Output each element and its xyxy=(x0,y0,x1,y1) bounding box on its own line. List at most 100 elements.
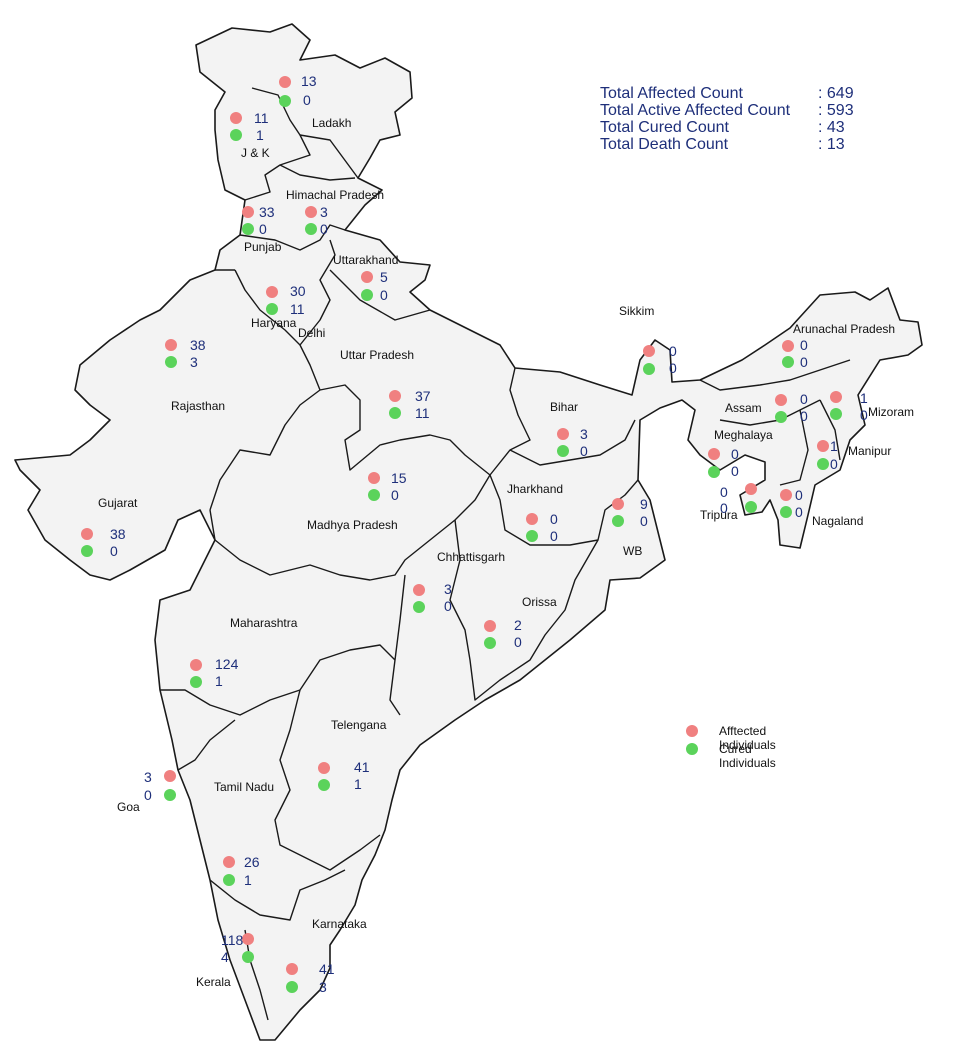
state-label-assam: Assam xyxy=(725,401,762,415)
cured-marker xyxy=(266,303,278,315)
total-affected-label: Total Affected Count xyxy=(600,85,743,102)
affected-marker xyxy=(318,762,330,774)
affected-marker xyxy=(361,271,373,283)
affected-marker xyxy=(242,933,254,945)
cured-count: 0 xyxy=(640,513,648,529)
affected-count: 37 xyxy=(415,388,431,404)
border-kerala xyxy=(244,929,269,1021)
state-label-orissa: Orissa xyxy=(522,595,557,609)
cured-marker xyxy=(817,458,829,470)
cured-count: 1 xyxy=(244,872,252,888)
affected-count: 1 xyxy=(860,390,868,406)
state-label-chhattisgarh: Chhattisgarh xyxy=(437,550,506,564)
total-cured-label: Total Cured Count xyxy=(600,119,729,136)
affected-count: 0 xyxy=(550,511,558,527)
affected-count: 0 xyxy=(800,391,808,407)
affected-marker xyxy=(223,856,235,868)
border-maharashtra-south xyxy=(160,644,396,716)
total-affected-value: : 649 xyxy=(818,85,854,102)
affected-marker xyxy=(279,76,291,88)
affected-marker xyxy=(780,489,792,501)
affected-count: 0 xyxy=(720,484,728,500)
cured-marker xyxy=(775,411,787,423)
legend-cured-label: Cured Individuals xyxy=(719,742,776,770)
cured-marker xyxy=(526,530,538,542)
state-label-tripura: Tripura xyxy=(700,508,738,522)
affected-count: 13 xyxy=(301,73,317,89)
cured-marker xyxy=(708,466,720,478)
cured-marker xyxy=(830,408,842,420)
cured-count: 0 xyxy=(669,360,677,376)
cured-count: 11 xyxy=(290,301,305,317)
affected-marker xyxy=(230,112,242,124)
affected-count: 2 xyxy=(514,617,522,633)
mainland-outline xyxy=(14,23,923,1041)
total-death-label: Total Death Count xyxy=(600,136,729,153)
state-label-rajasthan: Rajasthan xyxy=(171,399,226,413)
affected-marker xyxy=(708,448,720,460)
cured-count: 0 xyxy=(830,456,838,472)
cured-marker xyxy=(643,363,655,375)
cured-count: 0 xyxy=(731,463,739,479)
cured-count: 0 xyxy=(303,92,311,108)
affected-marker xyxy=(413,584,425,596)
cured-marker xyxy=(318,779,330,791)
state-label-madhya-pradesh: Madhya Pradesh xyxy=(307,518,398,532)
cured-count: 0 xyxy=(720,500,728,516)
state-label-meghalaya: Meghalaya xyxy=(714,428,773,442)
state-label-jk: J & K xyxy=(241,146,270,160)
cured-marker xyxy=(305,223,317,235)
legend-affected-label: Afftected Individuals xyxy=(719,724,776,752)
affected-count: 3 xyxy=(320,204,328,220)
affected-count: 38 xyxy=(110,526,126,542)
affected-marker xyxy=(368,472,380,484)
total-death-value: : 13 xyxy=(818,136,845,153)
cured-marker xyxy=(242,223,254,235)
state-label-telengana: Telengana xyxy=(331,718,387,732)
cured-marker xyxy=(223,874,235,886)
state-label-karnataka: Karnataka xyxy=(312,917,367,931)
cured-count: 3 xyxy=(319,979,327,995)
cured-count: 0 xyxy=(860,407,868,423)
cured-marker xyxy=(164,789,176,801)
affected-count: 3 xyxy=(144,769,152,785)
cured-marker xyxy=(745,501,757,513)
affected-count: 0 xyxy=(800,337,808,353)
cured-marker xyxy=(557,445,569,457)
affected-marker xyxy=(745,483,757,495)
border-up-mp xyxy=(319,367,531,476)
affected-marker xyxy=(242,206,254,218)
cured-count: 0 xyxy=(444,598,452,614)
cured-count: 11 xyxy=(415,405,430,421)
cured-marker xyxy=(612,515,624,527)
affected-marker xyxy=(526,513,538,525)
cured-marker xyxy=(81,545,93,557)
affected-marker xyxy=(830,391,842,403)
cured-marker xyxy=(286,981,298,993)
cured-count: 1 xyxy=(354,776,362,792)
affected-marker xyxy=(81,528,93,540)
total-active-value: : 593 xyxy=(818,102,854,119)
cured-marker xyxy=(242,951,254,963)
state-label-uttarakhand: Uttarakhand xyxy=(333,253,399,267)
cured-marker xyxy=(782,356,794,368)
total-cured-value: : 43 xyxy=(818,119,845,136)
cured-marker xyxy=(413,601,425,613)
state-label-bihar: Bihar xyxy=(550,400,579,414)
affected-marker xyxy=(286,963,298,975)
cured-count: 0 xyxy=(795,504,803,520)
affected-count: 30 xyxy=(290,283,306,299)
cured-marker xyxy=(165,356,177,368)
affected-count: 5 xyxy=(380,269,388,285)
state-label-sikkim: Sikkim xyxy=(619,304,655,318)
border-karnataka xyxy=(177,719,346,921)
affected-marker xyxy=(643,345,655,357)
cured-count: 0 xyxy=(800,408,808,424)
affected-count: 0 xyxy=(795,487,803,503)
state-label-delhi: Delhi xyxy=(298,326,326,340)
state-label-punjab: Punjab xyxy=(244,240,282,254)
affected-marker xyxy=(164,770,176,782)
totals-panel: Total Affected Count: 649 Total Active A… xyxy=(600,85,870,153)
cured-marker xyxy=(361,289,373,301)
